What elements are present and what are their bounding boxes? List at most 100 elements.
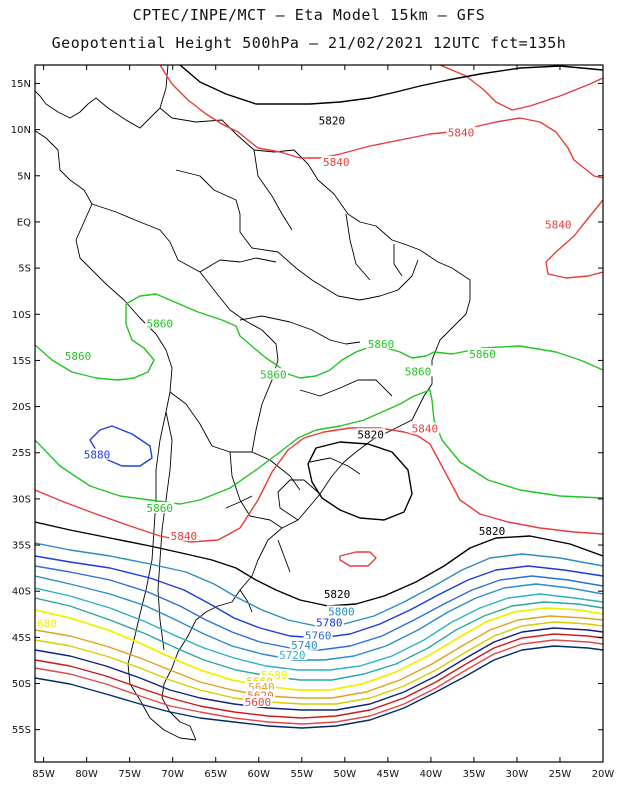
lon-tick-label: 50W (334, 769, 357, 780)
lat-tick-label: 10N (11, 125, 31, 136)
contour-label-bg (322, 587, 352, 599)
contour-label-bg (289, 638, 319, 650)
lon-tick-label: 45W (377, 769, 400, 780)
contour-label-bg (303, 629, 333, 641)
contour-label: 5880 (84, 449, 111, 462)
contour-5840-north (159, 65, 603, 179)
map-title-line2: Geopotential Height 500hPa – 21/02/2021 … (51, 34, 567, 52)
contour-5840-south (35, 427, 603, 543)
contour-5580 (35, 639, 603, 725)
contour-label-bg (321, 155, 351, 167)
lon-tick-label: 35W (463, 769, 486, 780)
lon-tick-label: 65W (204, 769, 227, 780)
contour-label: 5860 (405, 365, 432, 378)
contour-5860-west (35, 304, 155, 381)
contour-label-bg (245, 675, 275, 687)
map-frame (34, 64, 604, 763)
lat-tick-label: 55S (12, 725, 31, 736)
lat-tick-label: 35S (12, 541, 31, 552)
contour-label-bg (246, 681, 276, 693)
contour-label: 5820 (357, 428, 384, 441)
contour-label: 5860 (368, 338, 395, 351)
lat-tick-label: 30S (12, 494, 31, 505)
lon-tick-label: 55W (290, 769, 313, 780)
contour-5820-north (179, 65, 603, 105)
contour-label: 5860 (147, 502, 174, 515)
contour-label: 5860 (147, 317, 174, 330)
contour-label-bg (543, 218, 573, 230)
contour-label-bg (245, 689, 276, 701)
contour-5760 (35, 565, 603, 651)
contour-label: 5740 (291, 639, 318, 652)
contour-5740 (35, 575, 603, 661)
contour-label-bg (258, 368, 288, 380)
contour-label: 5840 (412, 423, 439, 436)
contour-label-bg (477, 525, 507, 537)
contour-label-bg (277, 648, 307, 660)
contour-label-bg (403, 365, 433, 377)
lat-tick-label: 5N (17, 171, 31, 182)
lat-tick-label: 15S (12, 356, 31, 367)
lat-tick-label: 15N (11, 79, 31, 90)
contour-label-bg (243, 695, 273, 707)
contour-label: 680 (37, 618, 57, 631)
lat-tick-label: 40S (12, 587, 31, 598)
contour-label: 5820 (324, 588, 351, 601)
contour-label: 5840 (171, 530, 198, 543)
contour-label-bg (317, 114, 347, 126)
contour-label: 5820 (319, 114, 346, 127)
contour-5800 (35, 542, 603, 627)
contour-5860-north (125, 293, 603, 379)
contour-5600 (35, 633, 603, 719)
contour-label-bg (356, 428, 386, 440)
contour-5840-east (545, 199, 603, 279)
contour-label: 5780 (316, 617, 343, 630)
contour-5660 (35, 615, 603, 699)
lon-tick-label: 30W (506, 769, 529, 780)
lon-tick-label: 20W (592, 769, 615, 780)
contour-label: 5840 (545, 219, 572, 232)
contour-5840-small (339, 551, 377, 567)
contour-label-bg (35, 617, 59, 629)
contour-label-bg (314, 616, 344, 628)
map-title-line1: CPTEC/INPE/MCT – Eta Model 15km – GFS (132, 6, 486, 24)
contour-label-bg (82, 448, 112, 460)
contour-5820-closed (307, 441, 413, 521)
lat-tick-label: EQ (17, 217, 31, 228)
contour-label: 5860 (469, 348, 496, 361)
contour-5820-south (35, 521, 603, 607)
contour-5860-south (35, 389, 603, 505)
lat-tick-label: 50S (12, 679, 31, 690)
contour-label: 5860 (65, 350, 92, 363)
contour-label-bg (326, 605, 356, 617)
contour-label-bg (145, 317, 175, 329)
lon-tick-label: 25W (549, 769, 572, 780)
contour-label: 5600 (245, 696, 272, 709)
contour-label-bg (446, 126, 476, 138)
lon-tick-label: 40W (420, 769, 443, 780)
contour-label: 5720 (279, 649, 306, 662)
contour-label-bg (145, 502, 175, 514)
contour-label-bg (169, 529, 199, 541)
contour-label: 5860 (260, 368, 287, 381)
contour-5680 (35, 607, 603, 691)
contour-5700 (35, 597, 603, 681)
lon-tick-label: 70W (161, 769, 184, 780)
contour-5640 (35, 621, 603, 705)
lon-tick-label: 85W (32, 769, 55, 780)
lon-tick-label: 80W (75, 769, 98, 780)
lat-tick-label: 20S (12, 402, 31, 413)
contour-label: 5800 (328, 606, 355, 619)
contour-5720 (35, 587, 603, 671)
lat-tick-label: 5S (18, 264, 31, 275)
contour-label-bg (410, 422, 440, 434)
contour-5620 (35, 627, 603, 711)
contour-label: 5820 (479, 525, 506, 538)
lat-tick-label: 25S (12, 448, 31, 459)
contour-label-bg (366, 337, 396, 349)
contour-5560 (35, 645, 603, 729)
lat-tick-label: 10S (12, 310, 31, 321)
lon-tick-label: 75W (118, 769, 141, 780)
contour-label-bg (259, 669, 289, 681)
